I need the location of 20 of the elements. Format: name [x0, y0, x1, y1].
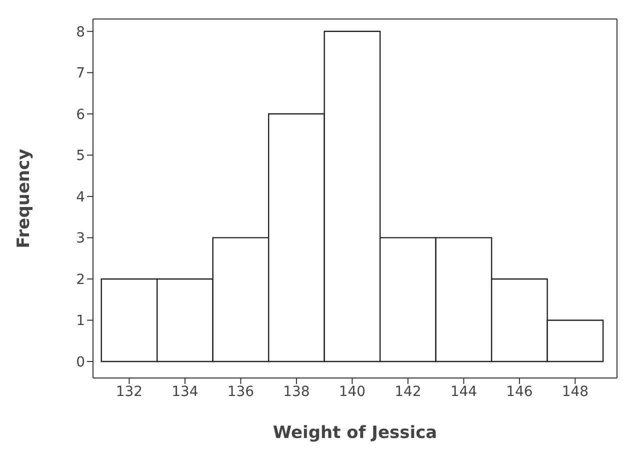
y-tick-label: 2	[76, 272, 85, 288]
x-tick-label: 146	[506, 384, 533, 400]
y-tick-label: 0	[76, 354, 85, 370]
y-tick-label: 1	[76, 313, 85, 330]
x-axis-title: Weight of Jessica	[272, 423, 438, 443]
y-tick-label: 4	[76, 189, 86, 206]
y-tick-label: 7	[76, 66, 85, 82]
y-tick-label: 3	[76, 230, 85, 247]
x-tick-label: 132	[116, 384, 143, 400]
y-tick-label: 5	[76, 148, 85, 164]
x-tick-label: 138	[283, 384, 310, 400]
y-tick-label: 8	[76, 24, 85, 40]
x-tick-label: 142	[394, 384, 422, 400]
x-tick-label: 140	[338, 384, 366, 400]
x-tick-label: 136	[227, 384, 254, 400]
x-tick-label: 148	[562, 384, 589, 400]
x-tick-label: 134	[172, 384, 198, 400]
x-tick-label: 144	[450, 384, 478, 400]
y-tick-label: 6	[76, 106, 86, 123]
y-axis-title: Frequency	[14, 148, 34, 248]
